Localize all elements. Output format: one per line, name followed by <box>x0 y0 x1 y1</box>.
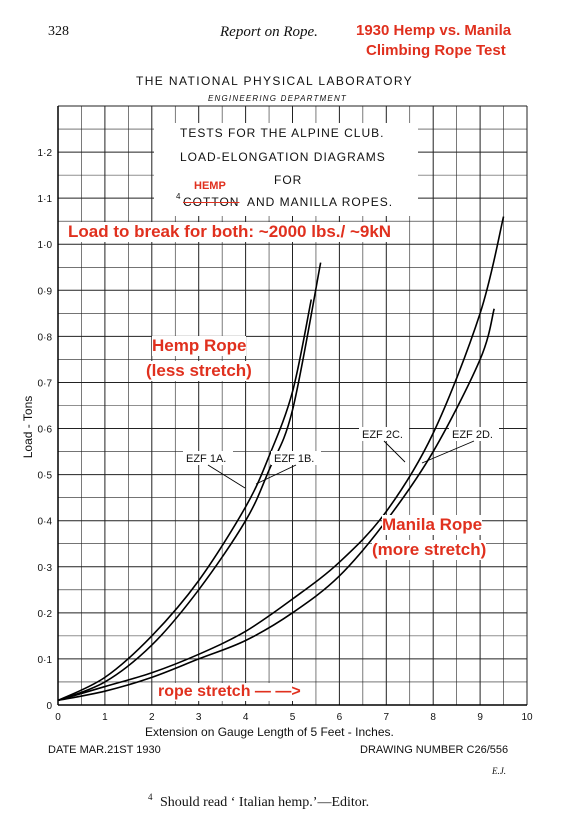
x-tick-label: 3 <box>196 712 202 723</box>
page-number: 328 <box>48 24 69 39</box>
x-tick-label: 2 <box>149 712 155 723</box>
x-tick-label: 5 <box>290 712 296 723</box>
series-label-background <box>271 451 321 465</box>
y-tick-label: 0·9 <box>38 286 53 297</box>
x-axis-label: Extension on Gauge Length of 5 Feet - In… <box>145 725 394 739</box>
title-box <box>154 123 418 216</box>
x-tick-label: 10 <box>521 712 533 723</box>
series-label: EZF 2D. <box>452 429 493 441</box>
series-label-leader <box>421 440 475 464</box>
y-tick-label: 0·7 <box>38 378 53 389</box>
footnote: Should read ‘ Italian hemp.’—Editor. <box>160 795 370 810</box>
series-label-background <box>449 427 499 441</box>
series-label-background <box>183 451 233 465</box>
y-tick-label: 0·6 <box>38 425 53 436</box>
y-tick-label: 0·1 <box>38 655 53 666</box>
series-label-leader <box>255 464 297 485</box>
y-tick-label: 1·0 <box>38 240 53 251</box>
x-tick-label: 4 <box>243 712 249 723</box>
x-tick-label: 1 <box>102 712 108 723</box>
title-box-background <box>154 123 418 216</box>
y-tick-label: 0·3 <box>38 563 53 574</box>
y-tick-label: 0·4 <box>38 517 53 528</box>
y-tick-label: 1·1 <box>38 194 53 205</box>
series-line-2 <box>57 262 322 702</box>
title-box-line3: FOR <box>274 173 303 187</box>
running-title: Report on Rope. <box>220 24 318 40</box>
chart-ticks: 0 1 2 3 4 5 6 7 8 9 10 0 0·1 0·2 0·3 0·4 0·5 0·6 0·7 0·8 0·9… <box>38 148 533 723</box>
y-axis-label: Load - Tons <box>21 395 35 459</box>
series-label-leader <box>207 464 246 489</box>
x-tick-label: 7 <box>384 712 390 723</box>
title-box-replacement: HEMP <box>194 180 226 192</box>
x-tick-label: 8 <box>430 712 436 723</box>
hemp-annotation-line1: Hemp Rope <box>152 336 247 356</box>
series-label-background <box>359 427 409 441</box>
manila-annotation-line1: Manila Rope <box>382 515 483 535</box>
series-line-1 <box>57 299 313 702</box>
break-load-annotation: Load to break for both: ~2000 lbs./ ~9kN <box>66 222 394 242</box>
hemp-annotation-line2: (less stretch) <box>146 361 252 381</box>
y-tick-label: 0·5 <box>38 471 53 482</box>
manila-annotation-line2: (more stretch) <box>372 540 487 560</box>
series-label: EZF 1A. <box>186 453 226 465</box>
annotation-title-line2: Climbing Rope Test <box>366 42 506 59</box>
chart-series <box>57 216 505 702</box>
x-tick-label: 0 <box>55 712 61 723</box>
series-line-3 <box>57 216 505 702</box>
stretch-annotation: rope stretch — —> <box>158 683 301 701</box>
lab-department: ENGINEERING DEPARTMENT <box>208 94 348 103</box>
title-box-line2: LOAD-ELONGATION DIAGRAMS <box>180 150 386 164</box>
y-tick-label: 0 <box>46 701 52 712</box>
drawing-number: DRAWING NUMBER C26/556 <box>360 744 509 756</box>
title-box-footnote-mark: 4 <box>176 192 181 201</box>
initials: E.J. <box>492 766 506 776</box>
y-tick-label: 0·2 <box>38 609 53 620</box>
title-box-line1: TESTS FOR THE ALPINE CLUB. <box>180 126 385 140</box>
series-line-4 <box>57 308 495 702</box>
series-label: EZF 2C. <box>362 429 403 441</box>
y-tick-label: 0·8 <box>38 332 53 343</box>
title-box-rest: AND MANILLA ROPES. <box>247 195 394 209</box>
series-label-leader <box>383 440 406 463</box>
y-tick-label: 1·2 <box>38 148 53 159</box>
title-box-struck-word: COTTON <box>183 195 240 209</box>
footnote-mark: 4 <box>148 792 153 802</box>
x-tick-label: 6 <box>337 712 343 723</box>
lab-name: THE NATIONAL PHYSICAL LABORATORY <box>136 74 414 88</box>
x-tick-label: 9 <box>477 712 483 723</box>
annotation-title-line1: 1930 Hemp vs. Manila <box>356 22 512 39</box>
date-stamp: DATE MAR.21ST 1930 <box>48 744 161 756</box>
series-label: EZF 1B. <box>274 453 314 465</box>
